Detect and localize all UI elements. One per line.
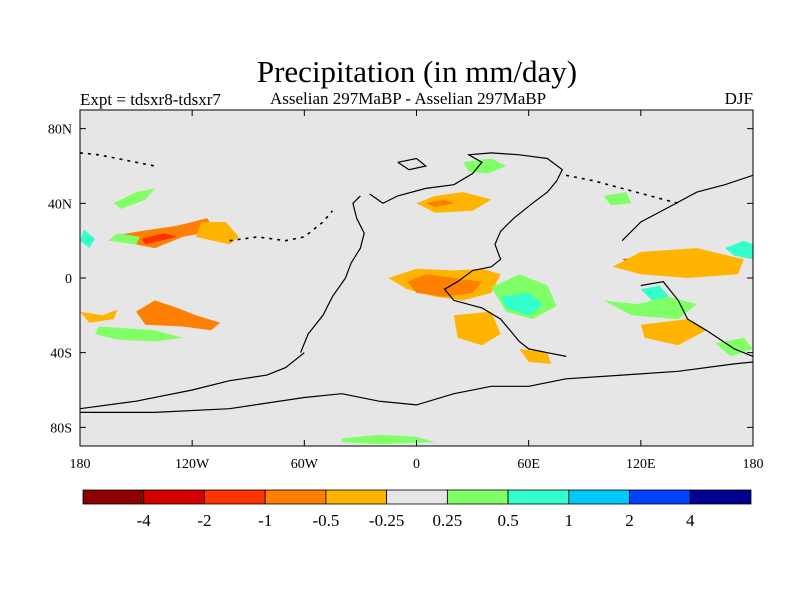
anomaly-north-green-small: [603, 192, 632, 206]
y-tick-label: 40N: [48, 197, 72, 212]
colorbar-label: -2: [197, 511, 211, 530]
anomaly-south-orange-blob: [640, 319, 707, 346]
colorbar-swatch: [143, 489, 205, 505]
x-tick-label: 60W: [291, 457, 319, 472]
dotted-paleo-trench-pacific: [229, 210, 334, 242]
colorbar-swatch: [507, 489, 570, 505]
colorbar-label: 2: [625, 511, 634, 530]
colorbar-label: -0.5: [312, 511, 339, 530]
colorbar-label: -1: [258, 511, 272, 530]
colorbar-label: -0.25: [369, 511, 404, 530]
coastline-east-asia-block-north: [621, 174, 753, 242]
anomaly-antarctic-green: [341, 434, 436, 445]
dotted-paleo-coast-east: [565, 174, 679, 205]
colorbar-swatch: [82, 489, 145, 505]
colorbar-swatch: [568, 489, 630, 505]
anomaly-east-tethys-orange: [612, 248, 744, 278]
anomaly-pacific-s-band-left: [80, 309, 118, 323]
dotted-paleo-coast-north: [80, 152, 155, 167]
colorbar-swatch: [629, 489, 691, 505]
coastline-antarctic-shelf: [80, 361, 753, 413]
anomaly-pacific-s-green: [95, 326, 183, 342]
coastline-pangaea-north-coast: [369, 152, 564, 283]
colorbar-swatch: [689, 489, 752, 505]
anomaly-tethys-n-core: [425, 199, 454, 208]
anomaly-africa-cyan: [500, 292, 544, 316]
colorbar-label: 0.5: [497, 511, 518, 530]
x-tick-label: 120E: [626, 457, 656, 472]
x-tick-label: 180: [70, 457, 91, 472]
colorbar-swatch: [264, 489, 327, 505]
experiment-label: Expt = tdsxr8-tdsxr7: [80, 90, 221, 109]
anomaly-pacific-n-green: [108, 233, 140, 245]
colorbar-swatch: [386, 489, 448, 505]
season-label: DJF: [724, 89, 753, 108]
anomaly-north-asia-green: [463, 158, 507, 174]
coastline-tethys-south-coast: [443, 281, 567, 357]
x-tick-label: 0: [413, 457, 420, 472]
anomaly-east-cyan: [725, 240, 753, 260]
y-tick-label: 80N: [48, 123, 72, 138]
chart-title: Precipitation (in mm/day): [256, 54, 578, 89]
anomaly-pacific-n-band-west-core: [141, 233, 178, 245]
colorbar-label: -4: [137, 511, 152, 530]
coastline-gondwana-coast-south: [80, 352, 305, 410]
y-tick-label: 0: [65, 272, 72, 287]
anomaly-orange-south-small: [519, 348, 552, 364]
colorbar-label: 4: [686, 511, 695, 530]
coastline-east-asia-block-south: [640, 281, 753, 357]
period-label: Asselian 297MaBP - Asselian 297MaBP: [270, 89, 547, 108]
anomaly-pacific-green-top: [113, 188, 155, 209]
anomaly-pacific-n-band-east: [195, 222, 239, 245]
anomaly-pacific-green-west: [80, 229, 95, 249]
colorbar-swatch: [325, 489, 388, 505]
y-tick-label: 80S: [50, 421, 72, 436]
colorbar-swatch: [446, 489, 509, 505]
anomaly-tropical-red-core: [407, 274, 482, 297]
anomaly-east-green: [603, 296, 697, 320]
y-tick-label: 40S: [50, 347, 72, 362]
anomaly-pacific-s-band-core: [136, 300, 221, 331]
colorbar-label: 1: [565, 511, 574, 530]
anomaly-pacific-n-band-west: [117, 218, 215, 249]
colorbar-label: 0.25: [432, 511, 462, 530]
x-tick-label: 120W: [175, 457, 210, 472]
x-tick-label: 180: [743, 457, 764, 472]
map-layer: [80, 152, 753, 445]
x-tick-label: 60E: [517, 457, 540, 472]
coastline-arctic-island: [397, 157, 428, 171]
anomaly-tethys-n-orange: [416, 192, 492, 213]
anomaly-africa-orange-south: [453, 311, 501, 346]
colorbar-swatch: [204, 489, 266, 505]
coastline-pangaea-west-coast: [300, 195, 365, 353]
anomaly-east-cyan2: [640, 285, 669, 301]
